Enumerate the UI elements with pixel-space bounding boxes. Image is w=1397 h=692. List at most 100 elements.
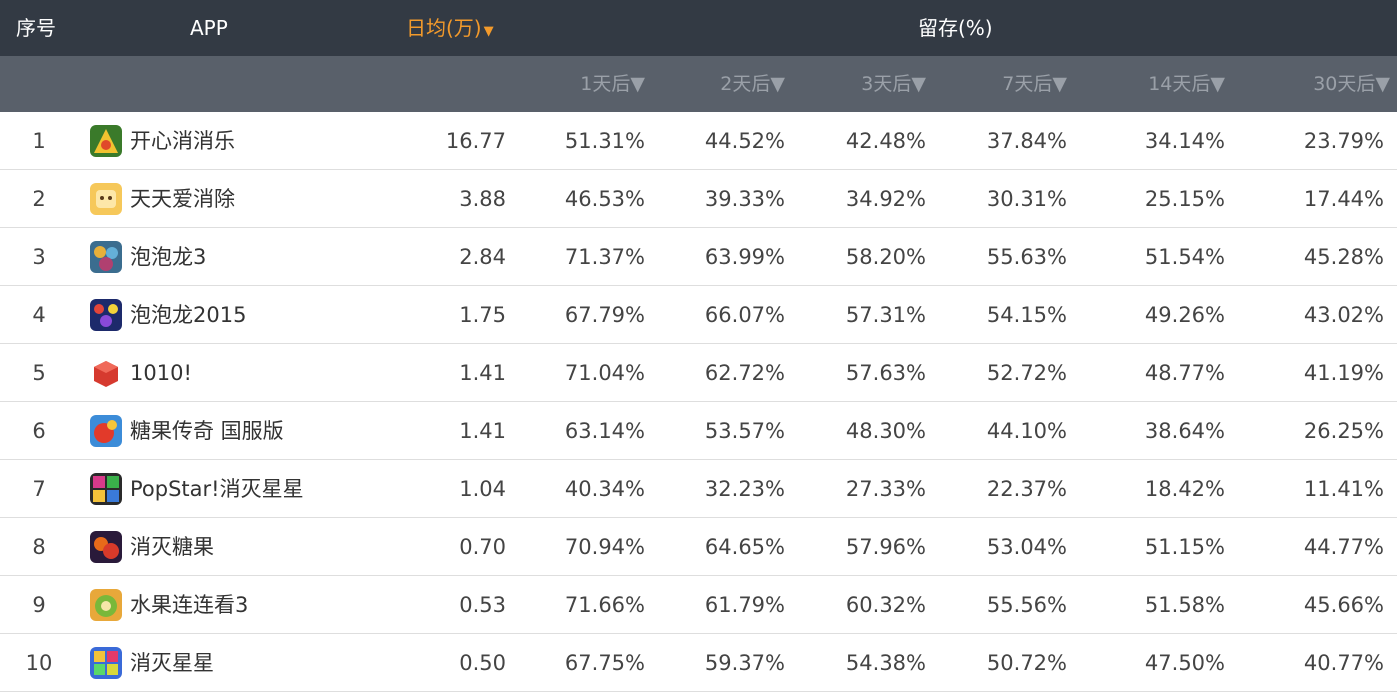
retention-cell: 45.28% — [1303, 245, 1384, 269]
table-row[interactable]: 9 水果连连看3 0.53 71.66% 61.79% 60.32% 55.56% 51.58… — [0, 576, 1397, 634]
retention-cell: 57.63% — [845, 361, 926, 385]
retention-cell: 46.53% — [564, 187, 645, 211]
daily-avg-cell: 16.77 — [445, 129, 506, 153]
app-name-link[interactable]: 糖果传奇 国服版 — [130, 419, 284, 443]
retention-cell: 40.77% — [1303, 651, 1384, 675]
rank-cell: 2 — [32, 187, 46, 211]
retention-cell: 60.32% — [845, 593, 926, 617]
header-retention-day-1-sort[interactable]: 2天后▼ — [720, 73, 785, 95]
happy-elimination-icon — [90, 125, 122, 157]
retention-cell: 32.23% — [704, 477, 785, 501]
eliminate-stars-icon — [90, 647, 122, 679]
table-header-sub — [0, 56, 1397, 112]
daily-avg-cell: 1.41 — [459, 419, 506, 443]
rank-cell: 4 — [32, 303, 46, 327]
retention-cell: 30.31% — [986, 187, 1067, 211]
fruit-link-icon — [90, 589, 122, 621]
daily-avg-cell: 0.70 — [459, 535, 506, 559]
retention-cell: 40.34% — [564, 477, 645, 501]
app-name-link[interactable]: PopStar!消灭星星 — [130, 477, 304, 501]
header-retention-day-3-sort[interactable]: 7天后▼ — [1002, 73, 1067, 95]
daily-avg-cell: 1.41 — [459, 361, 506, 385]
retention-cell: 11.41% — [1303, 477, 1384, 501]
retention-cell: 51.31% — [564, 129, 645, 153]
retention-cell: 44.10% — [986, 419, 1067, 443]
header-retention-day-2-sort[interactable]: 3天后▼ — [861, 73, 926, 95]
app-name-link[interactable]: 开心消消乐 — [130, 129, 235, 153]
retention-cell: 63.14% — [564, 419, 645, 443]
rank-cell: 10 — [25, 651, 53, 675]
retention-cell: 54.38% — [845, 651, 926, 675]
rank-cell: 1 — [32, 129, 46, 153]
retention-cell: 17.44% — [1303, 187, 1384, 211]
table-row[interactable]: 5 1010! 1.41 71.04% 62.72% 57.63% 52.72% 48.77%… — [0, 344, 1397, 402]
app-name-link[interactable]: 1010! — [130, 361, 192, 385]
retention-cell: 22.37% — [986, 477, 1067, 501]
table-row[interactable]: 1 开心消消乐 16.77 51.31% 44.52% 42.48% 37.84% 34.14… — [0, 112, 1397, 170]
retention-cell: 45.66% — [1303, 593, 1384, 617]
table-row[interactable]: 6 糖果传奇 国服版 1.41 63.14% 53.57% 48.30% 44.10% 38.… — [0, 402, 1397, 460]
retention-cell: 70.94% — [564, 535, 645, 559]
candy-crush-icon — [90, 415, 122, 447]
app-name-link[interactable]: 天天爱消除 — [130, 187, 235, 211]
header-daily-avg-sort[interactable]: 日均(万) ▼ — [406, 0, 494, 56]
retention-cell: 52.72% — [986, 361, 1067, 385]
retention-cell: 42.48% — [845, 129, 926, 153]
retention-cell: 64.65% — [704, 535, 785, 559]
retention-cell: 37.84% — [986, 129, 1067, 153]
rank-cell: 3 — [32, 245, 46, 269]
rank-cell: 7 — [32, 477, 46, 501]
rank-cell: 8 — [32, 535, 46, 559]
app-name-link[interactable]: 泡泡龙3 — [130, 245, 207, 269]
daily-avg-cell: 3.88 — [459, 187, 506, 211]
sort-desc-icon: ▼ — [483, 24, 494, 39]
retention-cell: 71.37% — [564, 245, 645, 269]
retention-cell: 18.42% — [1144, 477, 1225, 501]
retention-cell: 62.72% — [704, 361, 785, 385]
app-name-link[interactable]: 水果连连看3 — [130, 593, 249, 617]
table-row[interactable]: 8 消灭糖果 0.70 70.94% 64.65% 57.96% 53.04% 51.15% 4… — [0, 518, 1397, 576]
rank-cell: 6 — [32, 419, 46, 443]
header-retention-day-5-sort[interactable]: 30天后▼ — [1313, 73, 1390, 95]
retention-cell: 34.92% — [845, 187, 926, 211]
app-name-link[interactable]: 消灭糖果 — [130, 535, 214, 559]
retention-cell: 50.72% — [986, 651, 1067, 675]
retention-cell: 59.37% — [704, 651, 785, 675]
retention-cell: 44.77% — [1303, 535, 1384, 559]
retention-cell: 34.14% — [1144, 129, 1225, 153]
app-name-link[interactable]: 泡泡龙2015 — [130, 303, 247, 327]
table-row[interactable]: 7 PopStar!消灭星星 1.04 40.34% 32.23% 27.33% 22.37… — [0, 460, 1397, 518]
table-row[interactable]: 4 泡泡龙2015 1.75 67.79% 66.07% 57.31% 54.15% 49.2… — [0, 286, 1397, 344]
header-retention-day-4-sort[interactable]: 14天后▼ — [1148, 73, 1225, 95]
rank-cell: 9 — [32, 593, 46, 617]
header-retention: 留存(%) — [918, 16, 993, 40]
retention-cell: 39.33% — [704, 187, 785, 211]
header-retention-day-0-sort[interactable]: 1天后▼ — [580, 73, 645, 95]
retention-cell: 55.63% — [986, 245, 1067, 269]
bubble-dragon-2015-icon — [90, 299, 122, 331]
retention-cell: 58.20% — [845, 245, 926, 269]
app-name-link[interactable]: 消灭星星 — [130, 651, 214, 675]
retention-cell: 55.56% — [986, 593, 1067, 617]
retention-cell: 67.79% — [564, 303, 645, 327]
retention-cell: 51.15% — [1144, 535, 1225, 559]
retention-cell: 44.52% — [704, 129, 785, 153]
daily-avg-cell: 0.53 — [459, 593, 506, 617]
table-row[interactable]: 3 泡泡龙3 2.84 71.37% 63.99% 58.20% 55.63% 51.54% 4… — [0, 228, 1397, 286]
retention-cell: 57.31% — [845, 303, 926, 327]
table-row[interactable]: 2 天天爱消除 3.88 46.53% 39.33% 34.92% 30.31% 25.15%… — [0, 170, 1397, 228]
retention-cell: 48.77% — [1144, 361, 1225, 385]
rank-cell: 5 — [32, 361, 46, 385]
retention-cell: 63.99% — [704, 245, 785, 269]
retention-cell: 43.02% — [1303, 303, 1384, 327]
daily-avg-cell: 0.50 — [459, 651, 506, 675]
retention-cell: 47.50% — [1144, 651, 1225, 675]
retention-cell: 38.64% — [1144, 419, 1225, 443]
retention-cell: 57.96% — [845, 535, 926, 559]
retention-cell: 61.79% — [704, 593, 785, 617]
daily-elimination-icon — [90, 183, 122, 215]
header-rank: 序号 — [16, 16, 56, 40]
table-row[interactable]: 10 消灭星星 0.50 67.75% 59.37% 54.38% 50.72% 47.50%… — [0, 634, 1397, 692]
daily-avg-cell: 1.04 — [459, 477, 506, 501]
retention-cell: 54.15% — [986, 303, 1067, 327]
